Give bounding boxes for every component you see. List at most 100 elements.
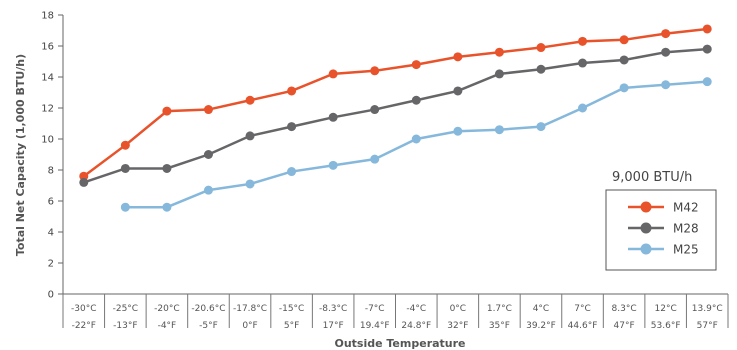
- x-tick-label-f: -5°F: [199, 321, 218, 331]
- legend-title: 9,000 BTU/h: [612, 170, 692, 185]
- y-tick-label: 8: [48, 166, 54, 177]
- x-tick-label-f: 32°F: [447, 321, 468, 331]
- x-ticks: -30°C -22°F -25°C -13°F -20°C -4°F -20.6°C -5°F…: [62, 294, 729, 331]
- x-tick-label-c: -15°C: [279, 304, 304, 314]
- legend-swatch-marker: [640, 222, 652, 234]
- y-tick-label: 4: [48, 228, 54, 239]
- data-point-m25: [287, 167, 297, 177]
- data-point-m28: [619, 55, 629, 65]
- x-tick-label-c: -17.8°C: [233, 304, 267, 314]
- series-group: [79, 24, 712, 212]
- data-point-m25: [661, 80, 671, 90]
- data-point-m42: [578, 36, 588, 46]
- data-point-m28: [79, 177, 89, 187]
- data-point-m42: [245, 95, 255, 105]
- data-point-m28: [245, 131, 255, 141]
- legend-label: M25: [673, 243, 699, 257]
- y-tick-label: 16: [41, 42, 54, 53]
- data-point-m25: [203, 185, 213, 195]
- x-tick-label-c: -7°C: [365, 304, 385, 314]
- legend-label: M42: [673, 201, 699, 215]
- x-tick-label-c: 13.9°C: [692, 304, 723, 314]
- x-tick-label-f: 47°F: [614, 321, 635, 331]
- x-tick-label-c: 1.7°C: [487, 304, 512, 314]
- data-point-m28: [370, 105, 380, 115]
- x-tick-label-f: 24.8°F: [401, 321, 431, 331]
- y-axis-title: Total Net Capacity (1,000 BTU/h): [14, 54, 27, 256]
- series-line-m42: [83, 27, 708, 178]
- data-point-m28: [203, 150, 213, 159]
- data-point-m25: [453, 126, 463, 136]
- legend-box: [605, 189, 717, 271]
- y-tick-label: 14: [41, 73, 54, 84]
- data-point-m28: [411, 95, 421, 105]
- x-tick-label-c: 8.3°C: [612, 304, 637, 314]
- data-point-m25: [120, 202, 130, 212]
- series-line-m28: [83, 47, 708, 184]
- x-tick-label-f: 39.2°F: [526, 321, 556, 331]
- data-point-m25: [702, 77, 712, 87]
- x-tick-label-c: -8.3°C: [319, 304, 347, 314]
- data-point-m42: [411, 60, 421, 70]
- data-point-m28: [661, 47, 671, 57]
- data-point-m25: [619, 83, 629, 93]
- y-tick-label: 18: [41, 11, 54, 22]
- x-tick-label-c: -20.6°C: [191, 304, 225, 314]
- x-tick-label-c: 12°C: [655, 304, 677, 314]
- legend: 9,000 BTU/h M42 M28 M25: [605, 170, 717, 271]
- y-tick-label: 0: [48, 290, 54, 301]
- data-point-m28: [578, 58, 588, 68]
- x-tick-label-f: -22°F: [72, 321, 96, 331]
- data-point-m42: [79, 171, 89, 181]
- data-point-m28: [120, 163, 130, 173]
- data-point-m28: [328, 112, 338, 122]
- data-point-m25: [578, 103, 588, 113]
- x-tick-label-c: -4°C: [406, 304, 426, 314]
- data-point-m25: [370, 154, 380, 164]
- data-point-m28: [702, 44, 712, 54]
- x-tick-label-c: 4°C: [533, 304, 550, 314]
- x-tick-label-f: 35°F: [489, 321, 510, 331]
- legend-swatch-marker: [640, 201, 652, 213]
- data-point-m25: [245, 179, 255, 189]
- x-tick-label-f: 5°F: [284, 321, 299, 331]
- x-axis-title: Outside Temperature: [334, 337, 465, 350]
- x-tick-label-f: 57°F: [697, 321, 718, 331]
- data-point-m42: [370, 66, 380, 76]
- data-point-m28: [453, 86, 463, 96]
- data-point-m25: [536, 122, 546, 132]
- x-tick-label-c: 7°C: [574, 304, 591, 314]
- data-point-m42: [203, 105, 213, 115]
- data-point-m42: [536, 43, 546, 53]
- x-tick-label-f: 53.6°F: [651, 321, 681, 331]
- x-tick-label-c: -30°C: [71, 304, 96, 314]
- data-point-m42: [619, 35, 629, 45]
- y-tick-label: 10: [41, 135, 54, 146]
- data-point-m42: [162, 106, 172, 116]
- x-tick-label-f: 0°F: [242, 321, 257, 331]
- x-tick-label-f: 19.4°F: [360, 321, 390, 331]
- x-tick-label-f: 44.6°F: [568, 321, 598, 331]
- y-ticks: 0 2 4 6 8 10 12 14 16 18: [41, 11, 63, 301]
- x-tick-label-c: 0°C: [450, 304, 467, 314]
- data-point-m28: [536, 64, 546, 74]
- data-point-m28: [494, 69, 504, 79]
- x-tick-label-c: -25°C: [113, 304, 138, 314]
- data-point-m42: [453, 52, 463, 62]
- data-point-m25: [494, 125, 504, 135]
- data-point-m25: [162, 202, 172, 212]
- legend-swatch-marker: [640, 243, 652, 255]
- data-point-m42: [702, 24, 712, 34]
- data-point-m42: [494, 47, 504, 57]
- y-tick-label: 12: [41, 104, 54, 115]
- data-point-m42: [661, 29, 671, 39]
- data-point-m42: [328, 69, 338, 79]
- data-point-m25: [328, 160, 338, 170]
- x-tick-label-f: -4°F: [158, 321, 177, 331]
- data-point-m42: [120, 140, 130, 150]
- data-point-m42: [287, 86, 297, 96]
- x-tick-label-c: -20°C: [154, 304, 179, 314]
- y-tick-label: 6: [48, 197, 54, 208]
- legend-label: M28: [673, 222, 699, 236]
